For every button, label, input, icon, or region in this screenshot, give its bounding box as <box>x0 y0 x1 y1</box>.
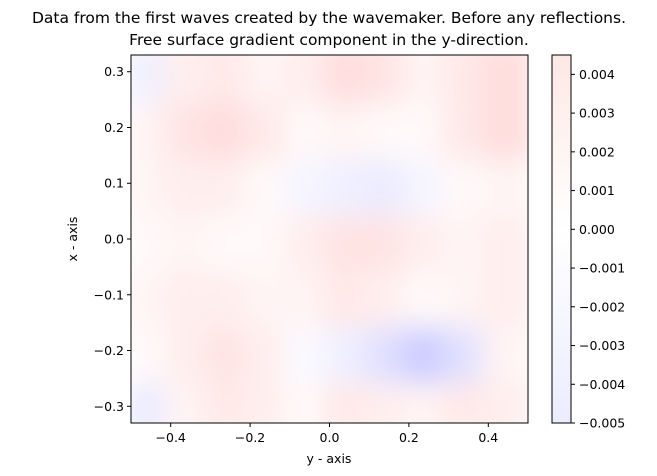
colorbar-tick-label: −0.004 <box>579 377 625 392</box>
heatmap-field <box>131 55 528 423</box>
heatmap-cell <box>482 55 528 105</box>
colorbar: 0.004 0.003 0.002 0.001 0.000 −0.001 −0.002 −0.… <box>551 54 625 431</box>
colorbar-gradient <box>551 54 572 424</box>
colorbar-tick-label: 0.000 <box>579 222 615 237</box>
y-tick-label: 0.3 <box>104 64 124 79</box>
y-axis-label: x - axis <box>65 217 80 262</box>
heatmap-cell <box>482 318 528 383</box>
x-ticks: −0.4 −0.2 0.0 0.2 0.4 <box>156 423 498 445</box>
colorbar-tick-label: 0.001 <box>579 183 615 198</box>
colorbar-tick-label: −0.005 <box>579 416 625 431</box>
heatmap-cell <box>482 150 528 216</box>
heatmap-cell <box>482 262 528 328</box>
heatmap-cell <box>482 206 528 272</box>
plot-area: −0.4 −0.2 0.0 0.2 0.4 −0.3 −0.2 −0.1 0.0 0.1 0.2 0… <box>94 54 529 445</box>
y-ticks: −0.3 −0.2 −0.1 0.0 0.1 0.2 0.3 <box>94 64 131 414</box>
x-tick-label: −0.2 <box>235 430 265 445</box>
chart-title-line-2: Free surface gradient component in the y… <box>129 31 529 49</box>
heatmap-cell <box>482 95 528 160</box>
x-tick-label: 0.0 <box>320 430 340 445</box>
colorbar-tick-label: 0.004 <box>579 67 615 82</box>
y-tick-label: −0.1 <box>94 287 124 302</box>
colorbar-tick-label: 0.002 <box>579 144 615 159</box>
y-tick-label: −0.3 <box>94 399 124 414</box>
x-tick-label: 0.4 <box>478 430 498 445</box>
chart-title-line-1: Data from the first waves created by the… <box>32 9 626 27</box>
x-tick-label: −0.4 <box>156 430 186 445</box>
colorbar-tick-label: −0.001 <box>579 261 625 276</box>
colorbar-tick-label: 0.003 <box>579 106 615 121</box>
x-axis-label: y - axis <box>307 451 352 466</box>
y-tick-label: 0.2 <box>104 120 124 135</box>
x-tick-label: 0.2 <box>399 430 419 445</box>
colorbar-ticks: 0.004 0.003 0.002 0.001 0.000 −0.001 −0.002 −0.… <box>571 67 625 431</box>
y-tick-label: −0.2 <box>94 343 124 358</box>
heatmap-cell <box>482 373 528 423</box>
y-tick-label: 0.0 <box>104 232 124 247</box>
colorbar-tick-label: −0.002 <box>579 299 625 314</box>
y-tick-label: 0.1 <box>104 176 124 191</box>
colorbar-tick-label: −0.003 <box>579 338 625 353</box>
